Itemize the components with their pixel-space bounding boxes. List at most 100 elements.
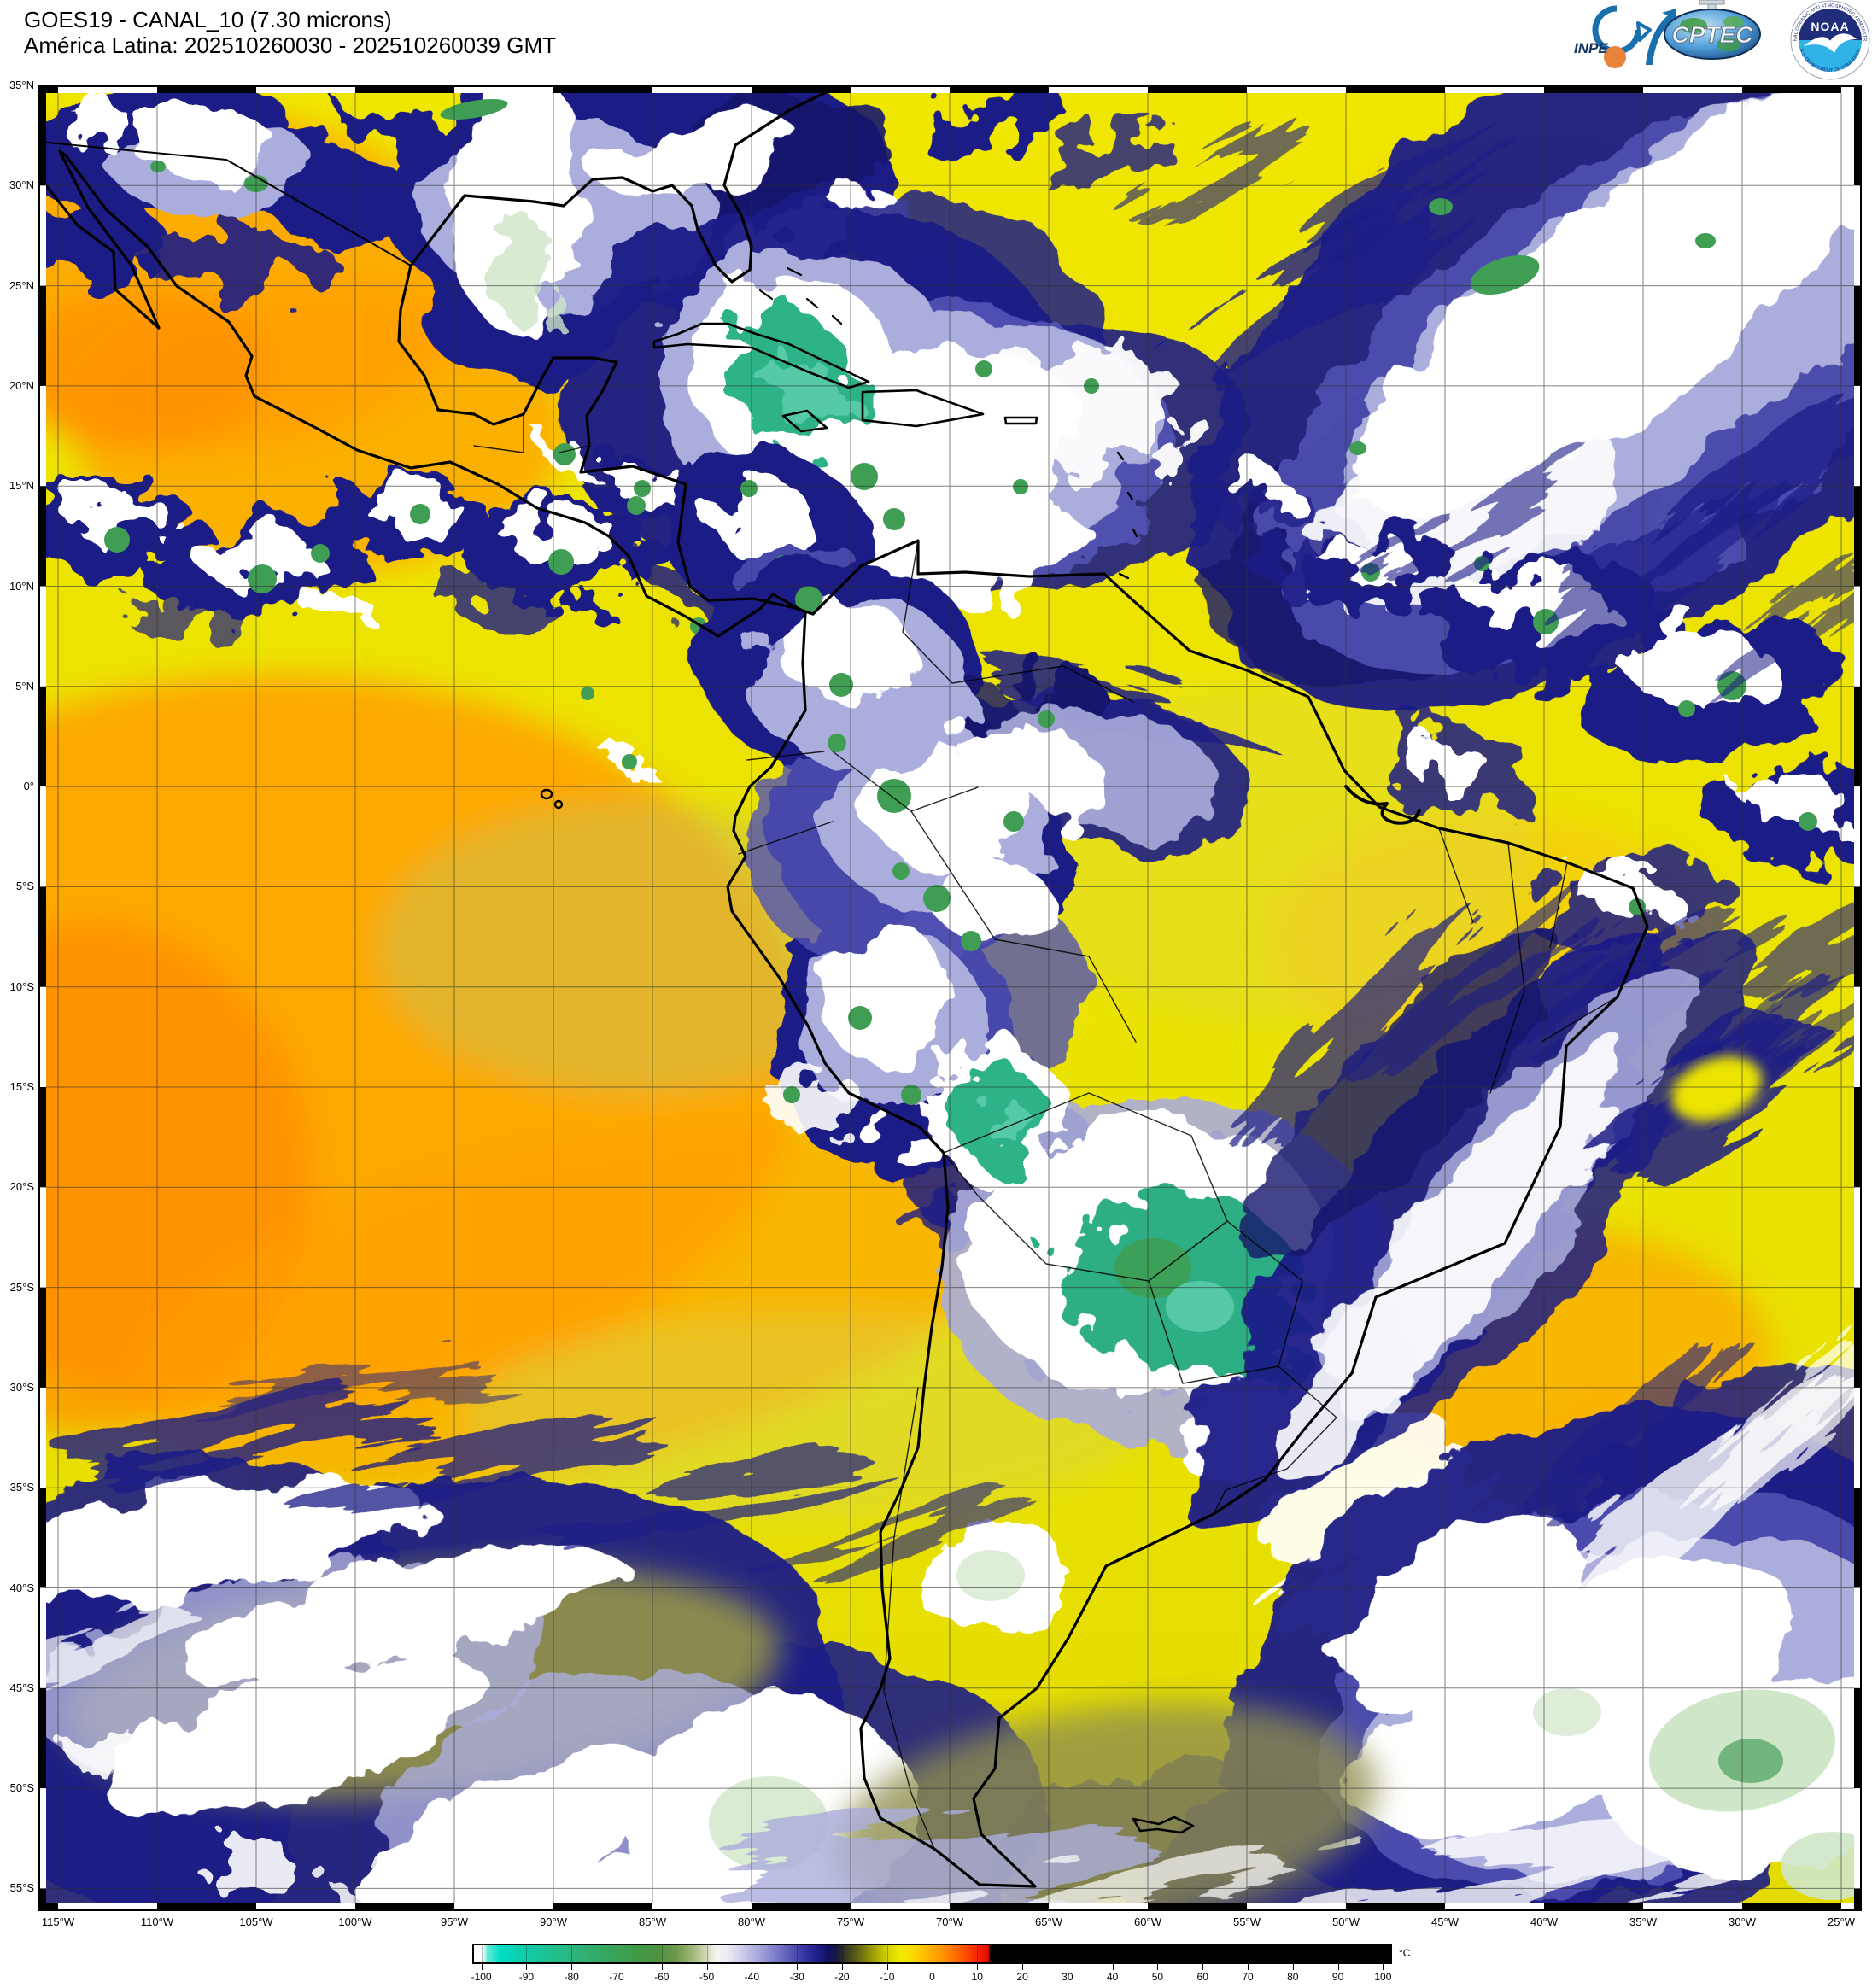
colorbar-tick	[1022, 1964, 1024, 1970]
colorbar-tick	[977, 1964, 979, 1970]
graticule-layer	[38, 85, 1862, 1911]
colorbar-tick	[1383, 1964, 1384, 1970]
colorbar-tick-label: -40	[744, 1971, 759, 1983]
lat-label: 10°S	[9, 979, 34, 993]
colorbar-separator	[841, 1944, 843, 1964]
cloud-layer	[0, 5, 1872, 1988]
colorbar-tick	[1202, 1964, 1204, 1970]
colorbar-separator	[1022, 1944, 1024, 1964]
colorbar-separator	[571, 1944, 573, 1964]
lat-label: 30°S	[9, 1380, 34, 1394]
colorbar-separator	[706, 1944, 708, 1964]
cptec-logo: CPTEC	[1664, 0, 1761, 60]
lon-label: 85°W	[639, 1915, 666, 1928]
colorbar-tick-label: -90	[518, 1971, 535, 1983]
lon-label: 65°W	[1035, 1915, 1062, 1928]
colorbar-tick	[841, 1964, 843, 1970]
noaa-seagull-icon	[1804, 33, 1857, 53]
lat-label: 35°S	[9, 1481, 34, 1494]
lat-label: 10°N	[9, 579, 34, 593]
lat-label: 5°N	[15, 679, 34, 693]
colorbar-tick	[526, 1964, 528, 1970]
noaa-globe-top-icon	[1799, 9, 1862, 40]
lat-label: 35°N	[9, 79, 34, 91]
colorbar-separator	[1383, 1944, 1384, 1964]
colorbar-separator	[797, 1944, 799, 1964]
colorbar-tick-label: -60	[654, 1971, 670, 1983]
satellite-map	[0, 5, 1872, 1988]
lon-label: 45°W	[1431, 1915, 1459, 1928]
colorbar-tick-label: 60	[1196, 1971, 1208, 1983]
lat-label: 0°	[23, 780, 34, 793]
lon-label: 35°W	[1629, 1915, 1657, 1928]
lon-label: 30°W	[1729, 1915, 1756, 1928]
colorbar-tick-label: 90	[1331, 1971, 1344, 1983]
colorbar-tick	[1112, 1964, 1114, 1970]
noaa-logo: NOAA NATIONAL OCEANIC AND ATMOSPHERIC AD…	[1790, 0, 1870, 80]
colorbar-unit: °C	[1399, 1947, 1411, 1959]
noaa-globe-bottom-icon	[1799, 40, 1862, 72]
colorbar-tick-label: -10	[880, 1971, 895, 1983]
lon-label: 90°W	[540, 1915, 567, 1928]
colorbar-tick-label: 80	[1287, 1971, 1299, 1983]
colorbar-separator	[526, 1944, 528, 1964]
inpe-arrowhead-icon	[1636, 21, 1652, 42]
cptec-t-bar-icon	[1699, 0, 1725, 5]
colorbar-tick	[1157, 1964, 1159, 1970]
cptec-label: CPTEC	[1672, 21, 1754, 48]
colorbar-tick-label: -100	[471, 1971, 492, 1983]
lon-label: 105°W	[239, 1915, 273, 1928]
lat-label: 25°N	[9, 278, 34, 292]
colorbar-tick-label: 0	[929, 1971, 935, 1983]
product-title: GOES19 - CANAL_10 (7.30 microns)	[24, 7, 392, 32]
lat-label: 30°N	[9, 178, 34, 192]
colorbar-tick-label: -50	[699, 1971, 715, 1983]
cptec-land-icon	[1680, 18, 1707, 33]
colorbar-separator	[977, 1944, 979, 1964]
colorbar-tick	[481, 1964, 483, 1970]
colorbar-tick	[1292, 1964, 1294, 1970]
colorbar-separator	[1248, 1944, 1249, 1964]
colorbar-tick	[706, 1964, 708, 1970]
colorbar-separator	[886, 1944, 888, 1964]
temperature-colorbar	[472, 1944, 1392, 1964]
lat-label: 20°N	[9, 378, 34, 392]
colorbar-tick-label: 30	[1062, 1971, 1073, 1983]
lat-label: 45°S	[9, 1681, 34, 1694]
map-area	[0, 5, 1872, 1988]
colorbar-separator	[661, 1944, 663, 1964]
colorbar-tick-label: 10	[971, 1971, 983, 1983]
lat-label: 50°S	[9, 1781, 34, 1795]
lat-label: 15°S	[9, 1080, 34, 1093]
colorbar-tick	[886, 1964, 888, 1970]
lon-label: 40°W	[1530, 1915, 1558, 1928]
colorbar-tick-label: -80	[564, 1971, 579, 1983]
lat-label: 5°S	[15, 880, 34, 893]
map-frame	[38, 85, 1862, 1911]
colorbar-tick	[1337, 1964, 1339, 1970]
cptec-land-icon	[1723, 16, 1744, 28]
colorbar-separator	[1337, 1944, 1339, 1964]
lon-label: 80°W	[738, 1915, 765, 1928]
colorbar-separator	[1202, 1944, 1204, 1964]
lat-label: 25°S	[9, 1280, 34, 1294]
lon-label: 115°W	[41, 1915, 75, 1928]
colorbar-separator	[1292, 1944, 1294, 1964]
colorbar-tick	[571, 1964, 573, 1970]
colorbar-tick-label: 40	[1106, 1971, 1119, 1983]
colorbar-tick-label: 50	[1151, 1971, 1164, 1983]
lon-label: 110°W	[140, 1915, 174, 1928]
lat-label: 55°S	[9, 1881, 34, 1895]
product-subtitle: América Latina: 202510260030 - 202510260…	[24, 32, 556, 58]
colorbar-tick	[661, 1964, 663, 1970]
colorbar-tick-label: 20	[1016, 1971, 1028, 1983]
colorbar-tick-label: -70	[609, 1971, 624, 1983]
colorbar-tick-label: -20	[834, 1971, 850, 1983]
lon-label: 50°W	[1332, 1915, 1360, 1928]
colorbar-separator	[1112, 1944, 1114, 1964]
lon-label: 60°W	[1134, 1915, 1161, 1928]
lon-label: 25°W	[1828, 1915, 1855, 1928]
lat-label: 20°S	[9, 1180, 34, 1194]
cptec-land-icon	[1717, 38, 1740, 51]
